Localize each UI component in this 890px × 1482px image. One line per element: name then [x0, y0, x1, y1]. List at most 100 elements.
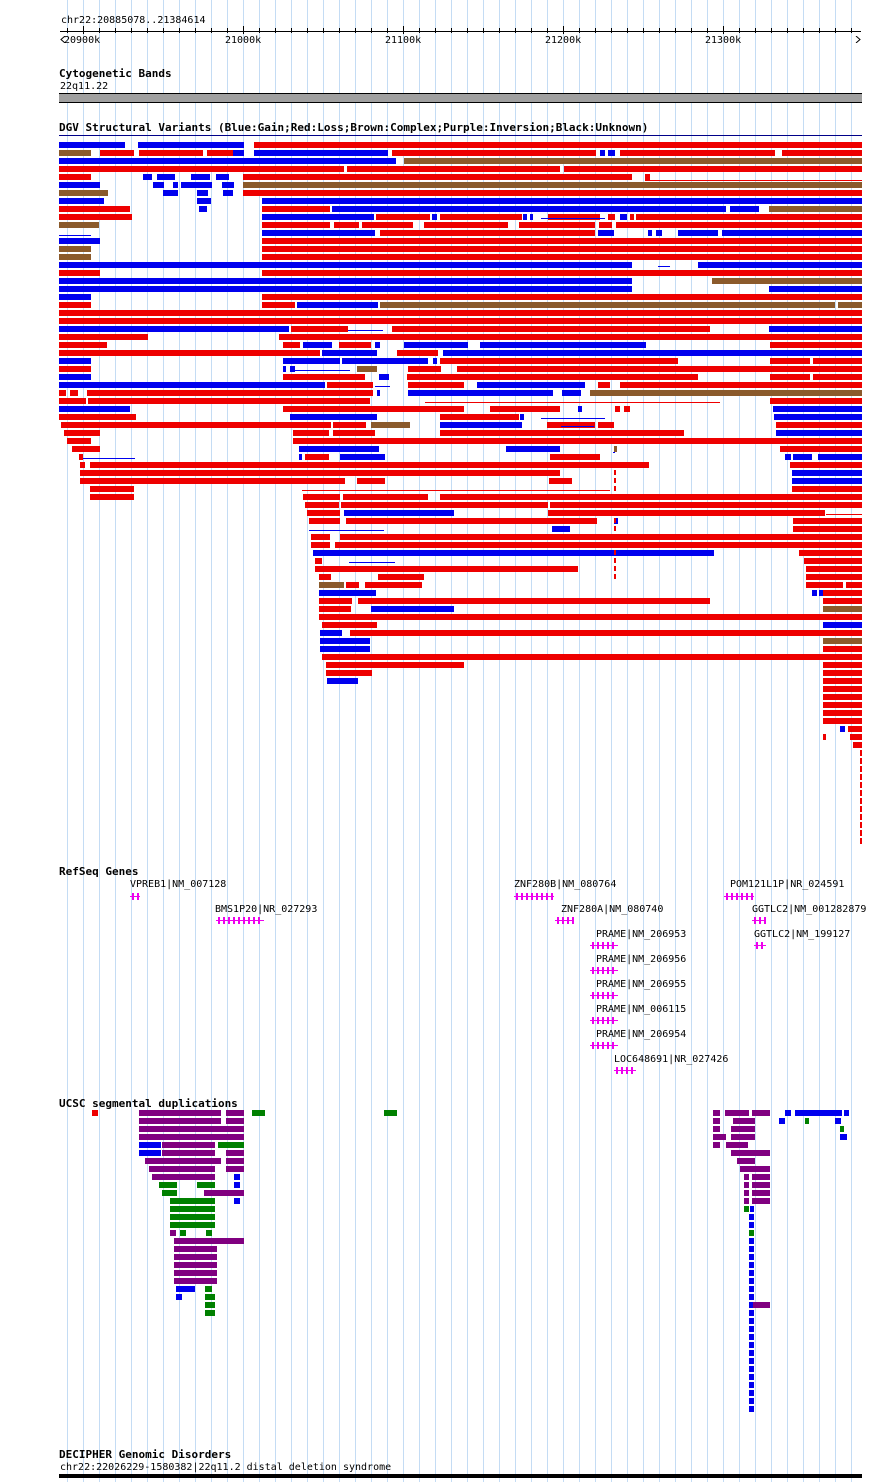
segdup-green[interactable] — [180, 1230, 186, 1236]
segdup-red[interactable] — [92, 1110, 98, 1116]
segdup-purple[interactable] — [145, 1158, 221, 1164]
segdup-purple[interactable] — [733, 1118, 755, 1124]
segdup-purple[interactable] — [226, 1166, 244, 1172]
segdup-purple[interactable] — [139, 1118, 221, 1124]
segdup-blue[interactable] — [749, 1350, 754, 1356]
segdup-green[interactable] — [205, 1302, 215, 1308]
segdup-blue[interactable] — [749, 1406, 754, 1412]
segdup-green[interactable] — [206, 1230, 212, 1236]
segdup-purple[interactable] — [753, 1302, 770, 1308]
segdup-green[interactable] — [252, 1110, 265, 1116]
segdup-green[interactable] — [744, 1206, 749, 1212]
decipher-feature[interactable] — [59, 1474, 862, 1478]
segdup-purple[interactable] — [752, 1198, 770, 1204]
segdup-purple[interactable] — [744, 1182, 749, 1188]
segdup-blue[interactable] — [749, 1214, 754, 1220]
segdup-purple[interactable] — [713, 1118, 720, 1124]
segdup-purple[interactable] — [713, 1142, 720, 1148]
segdup-green[interactable] — [170, 1214, 215, 1220]
decipher-entry-label[interactable]: chr22:22026229-1580382|22q11.2 distal de… — [60, 1462, 391, 1473]
segdup-purple[interactable] — [713, 1110, 720, 1116]
segdup-blue[interactable] — [749, 1270, 754, 1276]
segdup-blue[interactable] — [749, 1222, 754, 1228]
segdup-blue[interactable] — [749, 1278, 754, 1284]
segdup-purple[interactable] — [744, 1174, 749, 1180]
segdup-blue[interactable] — [750, 1206, 754, 1212]
segdup-purple[interactable] — [152, 1174, 215, 1180]
segdup-blue[interactable] — [749, 1254, 754, 1260]
segdup-blue[interactable] — [785, 1110, 791, 1116]
segdup-purple[interactable] — [226, 1118, 244, 1124]
segdup-blue[interactable] — [234, 1174, 240, 1180]
segdup-blue[interactable] — [749, 1342, 754, 1348]
segdup-blue[interactable] — [749, 1358, 754, 1364]
segdup-purple[interactable] — [713, 1126, 720, 1132]
segdup-green[interactable] — [162, 1190, 177, 1196]
segdup-green[interactable] — [205, 1294, 215, 1300]
segdup-green[interactable] — [205, 1286, 212, 1292]
segdup-purple[interactable] — [149, 1166, 215, 1172]
segdup-green[interactable] — [749, 1230, 754, 1236]
segdup-purple[interactable] — [139, 1134, 244, 1140]
segdup-blue[interactable] — [749, 1286, 754, 1292]
segdup-purple[interactable] — [713, 1134, 726, 1140]
segdup-green[interactable] — [840, 1126, 844, 1132]
segdup-blue[interactable] — [749, 1366, 754, 1372]
segdup-green[interactable] — [205, 1310, 215, 1316]
segdup-blue[interactable] — [749, 1310, 754, 1316]
segdup-blue[interactable] — [749, 1334, 754, 1340]
segdup-blue[interactable] — [779, 1118, 785, 1124]
segdup-blue[interactable] — [749, 1398, 754, 1404]
segdup-blue[interactable] — [749, 1382, 754, 1388]
segdup-purple[interactable] — [174, 1246, 217, 1252]
segdup-blue[interactable] — [749, 1294, 754, 1300]
segdup-blue[interactable] — [139, 1150, 161, 1156]
segdup-purple[interactable] — [726, 1142, 748, 1148]
segdup-purple[interactable] — [737, 1158, 755, 1164]
segdup-purple[interactable] — [174, 1254, 217, 1260]
segdup-purple[interactable] — [174, 1270, 217, 1276]
segdup-purple[interactable] — [174, 1262, 217, 1268]
segdup-green[interactable] — [384, 1110, 397, 1116]
segdup-purple[interactable] — [731, 1150, 770, 1156]
segdup-blue[interactable] — [749, 1326, 754, 1332]
segdup-purple[interactable] — [226, 1110, 244, 1116]
segdup-blue[interactable] — [234, 1182, 240, 1188]
segdup-green[interactable] — [170, 1198, 215, 1204]
segdup-blue[interactable] — [749, 1238, 754, 1244]
segdup-green[interactable] — [805, 1118, 809, 1124]
segdup-purple[interactable] — [744, 1198, 749, 1204]
segdup-purple[interactable] — [731, 1134, 755, 1140]
segdup-green[interactable] — [159, 1182, 177, 1188]
segdup-purple[interactable] — [204, 1190, 244, 1196]
segdup-purple[interactable] — [226, 1150, 244, 1156]
segdup-blue[interactable] — [844, 1110, 849, 1116]
segdup-purple[interactable] — [752, 1174, 770, 1180]
segdup-blue[interactable] — [749, 1374, 754, 1380]
segdup-blue[interactable] — [749, 1246, 754, 1252]
segdup-purple[interactable] — [226, 1158, 244, 1164]
segdup-purple[interactable] — [725, 1110, 749, 1116]
segdup-blue[interactable] — [749, 1262, 754, 1268]
segdup-purple[interactable] — [162, 1150, 215, 1156]
segdup-purple[interactable] — [174, 1238, 244, 1244]
segdup-green[interactable] — [170, 1206, 215, 1212]
segdup-purple[interactable] — [174, 1278, 217, 1284]
segdup-purple[interactable] — [740, 1166, 770, 1172]
segdup-purple[interactable] — [139, 1126, 244, 1132]
segdup-blue[interactable] — [139, 1142, 161, 1148]
segdup-purple[interactable] — [752, 1182, 770, 1188]
segdup-purple[interactable] — [744, 1190, 749, 1196]
segdup-green[interactable] — [170, 1222, 215, 1228]
segdup-purple[interactable] — [752, 1190, 770, 1196]
segdup-green[interactable] — [218, 1142, 244, 1148]
segdup-purple[interactable] — [170, 1230, 176, 1236]
segdup-blue[interactable] — [176, 1294, 182, 1300]
segdup-blue[interactable] — [234, 1198, 240, 1204]
segdup-purple[interactable] — [752, 1110, 770, 1116]
segdup-purple[interactable] — [162, 1142, 215, 1148]
segdup-purple[interactable] — [731, 1126, 755, 1132]
segdup-blue[interactable] — [795, 1110, 842, 1116]
segdup-blue[interactable] — [749, 1390, 754, 1396]
segdup-blue[interactable] — [835, 1118, 841, 1124]
